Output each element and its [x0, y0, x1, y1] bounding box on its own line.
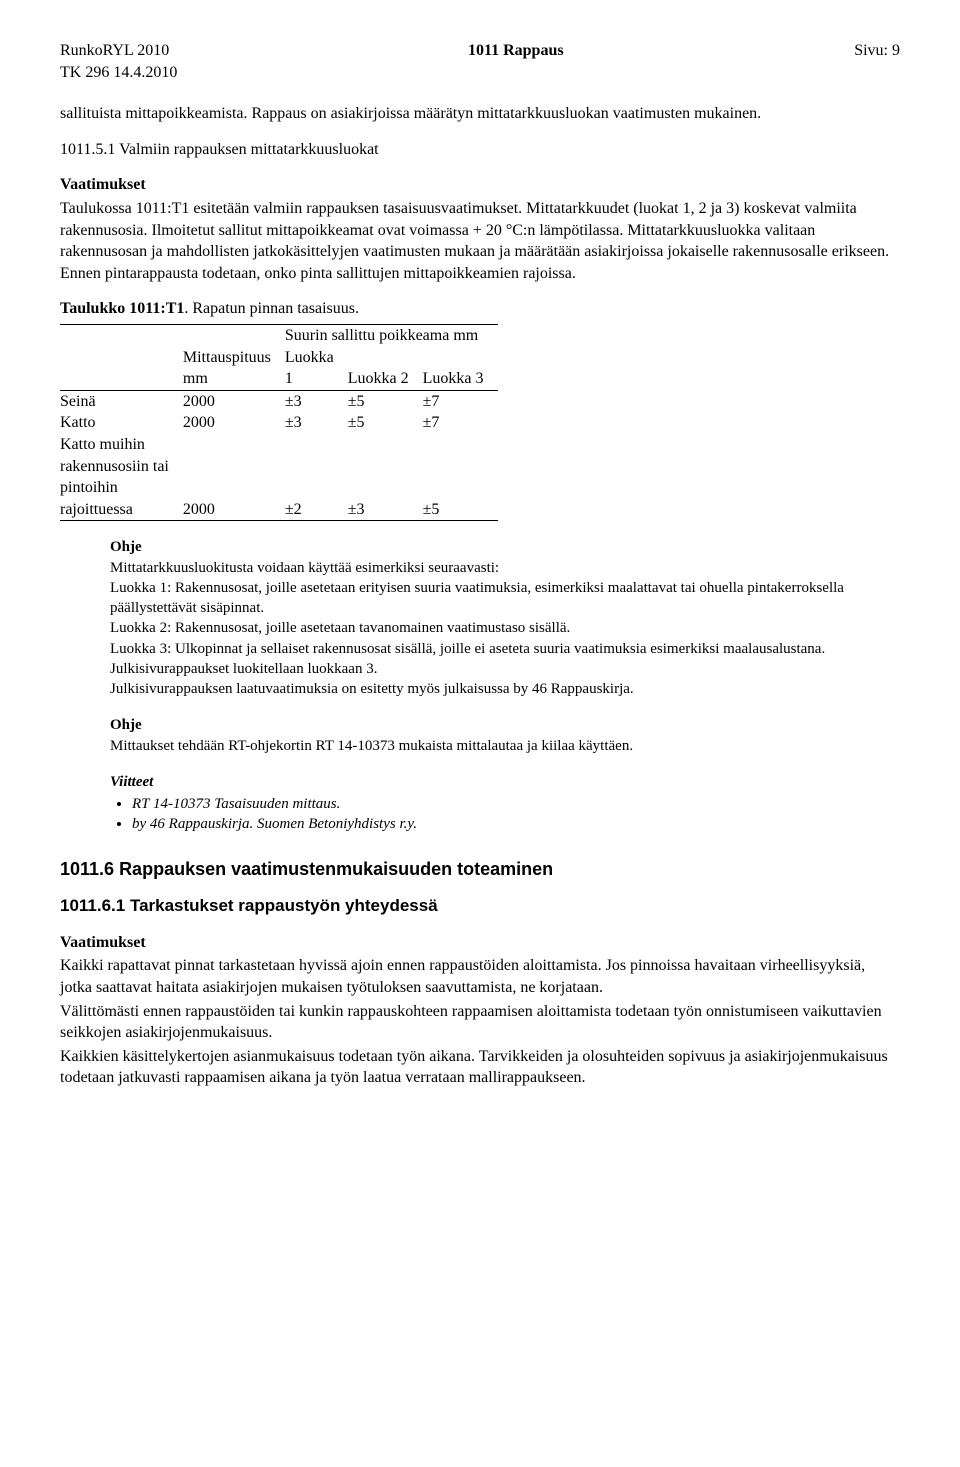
ohje-block-1: Ohje Mittatarkkuusluokitusta voidaan käy… [110, 537, 900, 699]
table-cell [60, 324, 183, 346]
page-header: RunkoRYL 2010 TK 296 14.4.2010 1011 Rapp… [60, 40, 900, 83]
ohje-line: Luokka 2: Rakennusosat, joille asetetaan… [110, 618, 900, 638]
section-1011-5-1-body: Taulukossa 1011:T1 esitetään valmiin rap… [60, 198, 900, 284]
viitteet-label: Viitteet [110, 772, 900, 792]
table-cell [348, 347, 423, 369]
viitteet-block: Viitteet RT 14-10373 Tasaisuuden mittaus… [110, 772, 900, 835]
table-title: Taulukko 1011:T1. Rapatun pinnan tasaisu… [60, 298, 900, 320]
table-title-bold: Taulukko 1011:T1 [60, 300, 184, 317]
table-cell: ±5 [348, 390, 423, 412]
table-cell [60, 368, 183, 390]
table-cell: ±7 [423, 390, 498, 412]
viitteet-item: RT 14-10373 Tasaisuuden mittaus. [132, 794, 900, 814]
table-header: Mittauspituus [183, 347, 285, 369]
ohje-line: Julkisivurappaukset luokitellaan luokkaa… [110, 659, 900, 679]
section-1011-6-1-p2: Välittömästi ennen rappaustöiden tai kun… [60, 1001, 900, 1044]
table-cell: ±3 [285, 390, 348, 412]
table-row-label: Katto [60, 412, 183, 434]
ohje-line: Julkisivurappauksen laatuvaatimuksia on … [110, 679, 900, 699]
table-header: mm [183, 368, 285, 390]
ohje-line: Mittatarkkuusluokitusta voidaan käyttää … [110, 558, 900, 578]
table-cell [423, 347, 498, 369]
table-header-span: Suurin sallittu poikkeama mm [285, 324, 498, 346]
vaatimukset-label: Vaatimukset [60, 932, 900, 954]
table-row-label: rajoittuessa [60, 499, 183, 521]
table-cell: ±7 [423, 412, 498, 434]
tolerance-table: Suurin sallittu poikkeama mm Mittauspitu… [60, 324, 498, 521]
vaatimukset-label: Vaatimukset [60, 174, 900, 196]
table-header: Luokka 2 [348, 368, 423, 390]
table-cell [60, 347, 183, 369]
ohje-line: Mittaukset tehdään RT-ohjekortin RT 14-1… [110, 736, 900, 756]
table-title-rest: . Rapatun pinnan tasaisuus. [184, 300, 359, 317]
ohje-line: Luokka 1: Rakennusosat, joille asetetaan… [110, 578, 900, 619]
table-header: 1 [285, 368, 348, 390]
section-1011-5-1-title: 1011.5.1 Valmiin rappauksen mittatarkkuu… [60, 139, 900, 161]
ohje-label: Ohje [110, 715, 900, 735]
table-cell: 2000 [183, 499, 285, 521]
section-1011-6-title: 1011.6 Rappauksen vaatimustenmukaisuuden… [60, 857, 900, 881]
table-row-label: pintoihin [60, 477, 183, 499]
table-row-label: Katto muihin [60, 434, 183, 456]
doc-code-line1: RunkoRYL 2010 [60, 40, 177, 62]
section-1011-6-1-p1: Kaikki rapattavat pinnat tarkastetaan hy… [60, 955, 900, 998]
doc-code-line2: TK 296 14.4.2010 [60, 62, 177, 84]
table-cell: ±3 [348, 499, 423, 521]
section-1011-6-1-p3: Kaikkien käsittelykertojen asianmukaisuu… [60, 1046, 900, 1089]
ohje-line: Luokka 3: Ulkopinnat ja sellaiset rakenn… [110, 639, 900, 659]
table-cell [183, 324, 285, 346]
page-number: Sivu: 9 [854, 40, 900, 83]
table-row-label: Seinä [60, 390, 183, 412]
table-cell: ±3 [285, 412, 348, 434]
ohje-label: Ohje [110, 537, 900, 557]
table-row-label: rakennusosiin tai [60, 456, 183, 478]
table-cell: 2000 [183, 412, 285, 434]
header-left: RunkoRYL 2010 TK 296 14.4.2010 [60, 40, 177, 83]
table-header: Luokka 3 [423, 368, 498, 390]
ohje-block-2: Ohje Mittaukset tehdään RT-ohjekortin RT… [110, 715, 900, 756]
table-header: Luokka [285, 347, 348, 369]
table-cell: 2000 [183, 390, 285, 412]
table-cell: ±5 [423, 499, 498, 521]
viitteet-item: by 46 Rappauskirja. Suomen Betoniyhdisty… [132, 814, 900, 834]
intro-paragraph: sallituista mittapoikkeamista. Rappaus o… [60, 103, 900, 125]
table-cell: ±2 [285, 499, 348, 521]
section-1011-6-1-title: 1011.6.1 Tarkastukset rappaustyön yhteyd… [60, 895, 900, 918]
header-title: 1011 Rappaus [468, 40, 564, 83]
table-cell: ±5 [348, 412, 423, 434]
viitteet-list: RT 14-10373 Tasaisuuden mittaus. by 46 R… [132, 794, 900, 835]
